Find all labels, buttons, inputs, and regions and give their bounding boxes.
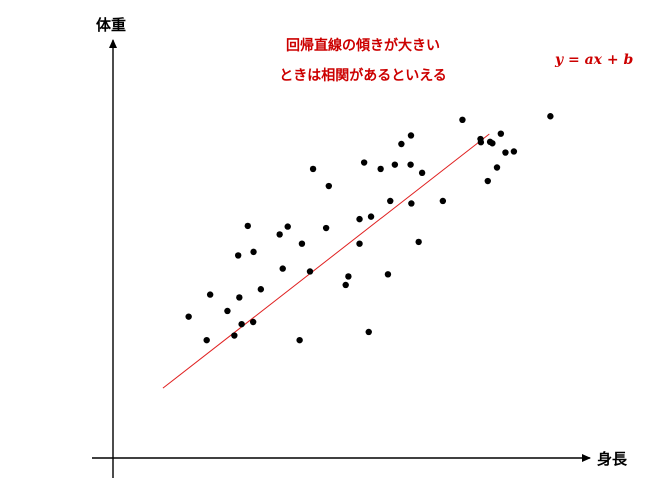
data-point-26 (360, 159, 368, 166)
data-point-4 (224, 307, 231, 315)
data-point-2 (203, 336, 210, 344)
regression-line (162, 133, 490, 389)
data-point-27 (365, 328, 372, 336)
data-point-49 (510, 148, 518, 155)
data-point-16 (296, 336, 303, 344)
data-point-37 (415, 238, 422, 246)
data-point-40 (459, 116, 466, 124)
data-point-30 (384, 271, 392, 278)
annotation-line-2: ときは相関があるといえる (279, 67, 447, 84)
y-axis-label: 体重 (96, 16, 126, 34)
data-point-33 (398, 140, 405, 148)
data-point-17 (298, 240, 306, 247)
data-point-24 (356, 215, 363, 223)
regression-equation-label: y = ax + b (554, 52, 634, 68)
data-point-21 (325, 182, 333, 190)
data-point-15 (284, 223, 291, 230)
data-point-29 (377, 165, 384, 173)
data-point-38 (418, 169, 426, 177)
data-point-36 (408, 200, 415, 207)
data-point-42 (477, 139, 485, 146)
data-point-23 (345, 273, 352, 280)
data-point-3 (206, 291, 214, 298)
data-point-14 (279, 265, 286, 272)
data-point-32 (391, 161, 399, 168)
data-point-6 (234, 252, 242, 259)
data-point-1 (185, 313, 192, 320)
data-point-45 (489, 140, 496, 147)
data-point-28 (367, 213, 375, 220)
data-point-35 (407, 132, 415, 139)
data-point-5 (231, 332, 238, 339)
data-point-8 (238, 320, 245, 328)
data-point-9 (244, 222, 251, 230)
data-point-18 (306, 268, 314, 275)
data-point-25 (356, 240, 363, 247)
data-point-34 (407, 161, 414, 168)
data-point-47 (497, 130, 505, 137)
data-point-12 (257, 286, 265, 293)
data-point-13 (276, 231, 283, 238)
data-point-46 (493, 164, 501, 171)
data-point-19 (309, 165, 317, 173)
data-point-11 (250, 248, 257, 256)
data-point-31 (387, 197, 394, 205)
data-point-43 (484, 177, 491, 185)
x-axis-label: 身長 (597, 450, 628, 468)
data-points (185, 113, 554, 344)
data-point-10 (249, 318, 257, 326)
data-point-50 (547, 113, 554, 120)
annotation-line-1: 回帰直線の傾きが大きい (286, 37, 440, 54)
data-point-39 (439, 197, 447, 205)
data-point-20 (322, 224, 330, 232)
data-point-7 (236, 294, 243, 301)
data-point-48 (502, 149, 509, 156)
data-point-22 (342, 281, 349, 289)
